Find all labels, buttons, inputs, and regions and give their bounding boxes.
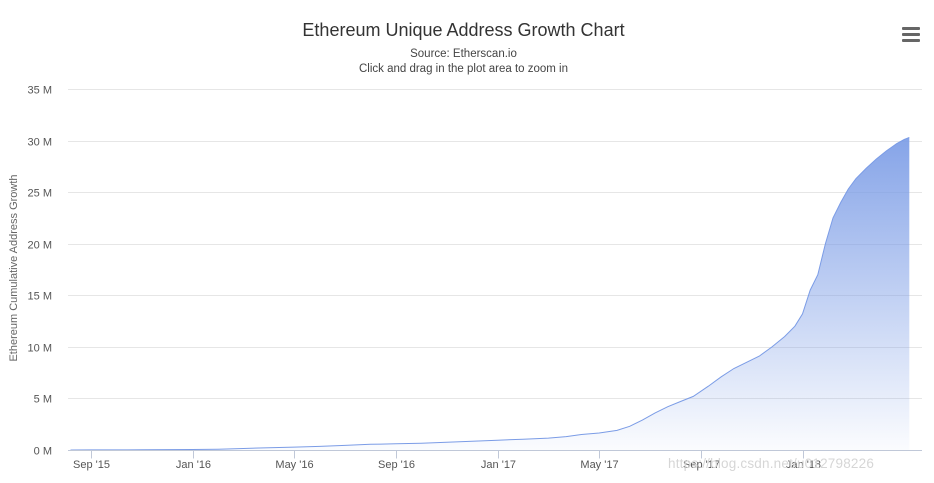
chart-subtitle: Source: Etherscan.io Click and drag in t…: [0, 47, 927, 77]
series-line: [70, 137, 910, 451]
y-tick-label: 25 M: [28, 188, 52, 200]
y-tick-label: 0 M: [34, 446, 52, 458]
y-tick-label: 20 M: [28, 240, 52, 252]
hamburger-menu-icon-bar: [902, 33, 920, 36]
x-tick-label: Jan '16: [176, 459, 211, 471]
y-tick-label: 30 M: [28, 137, 52, 149]
hamburger-menu-icon-bar: [902, 39, 920, 42]
subtitle-zoom-hint: Click and drag in the plot area to zoom …: [358, 63, 569, 75]
x-tick-label: May '16: [275, 459, 313, 471]
series-layer: [70, 137, 910, 451]
x-tick-label: Sep '17: [683, 459, 720, 471]
y-tick-label: 35 M: [28, 85, 52, 97]
x-tick-label: Jan '18: [786, 459, 821, 471]
x-tick-label: Sep '16: [378, 459, 415, 471]
x-tick-label: Jan '17: [481, 459, 516, 471]
subtitle-source: Source: Etherscan.io: [410, 48, 517, 60]
y-axis-title: Ethereum Cumulative Address Growth: [8, 174, 20, 361]
context-menu-button[interactable]: [902, 27, 920, 43]
y-tick-label: 5 M: [34, 394, 52, 406]
hamburger-menu-icon: [902, 27, 920, 30]
chart-title: Ethereum Unique Address Growth Chart: [302, 20, 625, 40]
series-area: [70, 137, 910, 450]
y-tick-label: 15 M: [28, 291, 52, 303]
x-tick-label: Sep '15: [73, 459, 110, 471]
grid-layer: [68, 89, 922, 399]
axis-layer: 0 M 5 M 10 M 15 M 20 M 25 M 30 M 35 M Sep '15 Jan…: [28, 85, 922, 471]
watermark: https://blog.csdn.net/u012798226: [668, 456, 875, 471]
x-tick-label: May '17: [580, 459, 618, 471]
y-tick-label: 10 M: [28, 343, 52, 355]
